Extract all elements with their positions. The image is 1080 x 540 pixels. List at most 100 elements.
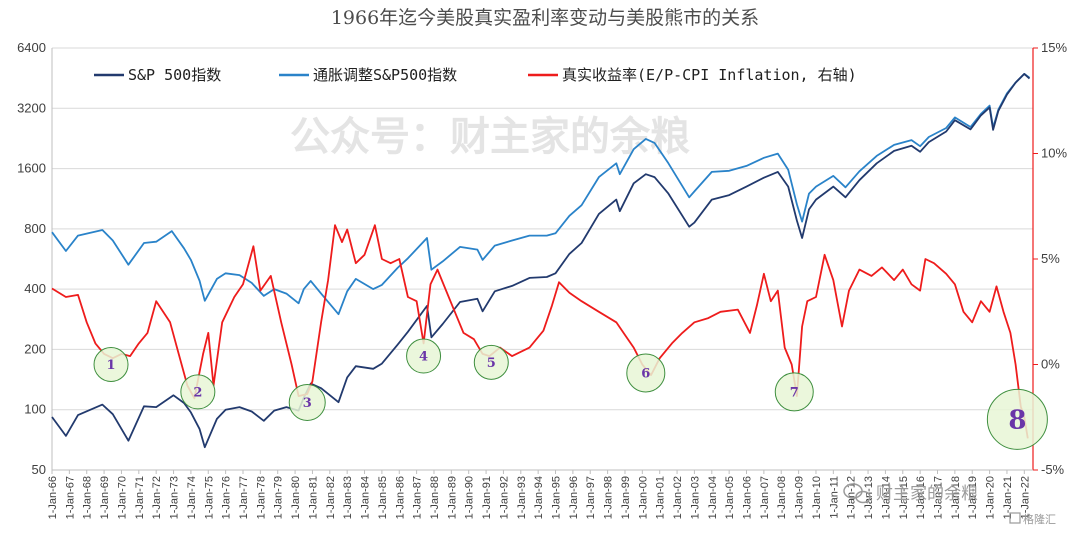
legend-label-real-sp500: 通胀调整S&P500指数 (313, 66, 457, 84)
x-tick-label: 1-Jan-81 (307, 476, 319, 519)
x-tick-label: 1-Jan-98 (603, 476, 615, 519)
marker-label: 6 (641, 366, 650, 381)
left-tick-label: 6400 (17, 40, 46, 55)
x-tick-label: 1-Jan-85 (377, 476, 389, 519)
x-tick-label: 1-Jan-01 (655, 476, 667, 519)
x-tick-label: 1-Jan-11 (828, 476, 840, 519)
marker-circle (93, 347, 129, 382)
series-layer (51, 73, 1031, 449)
wechat-icon (843, 483, 871, 504)
series-line-sp500 (51, 73, 1031, 449)
corner-watermark: 财主家的余粮 格隆汇 (843, 483, 1056, 526)
x-tick-label: 1-Jan-96 (568, 476, 580, 519)
marker-label: 8 (1008, 405, 1026, 435)
legend: S&P 500指数 通胀调整S&P500指数 真实收益率(E/P-CPI Inf… (94, 66, 857, 84)
left-axis: 6400 3200 1600 800 400 200 100 50 (17, 40, 46, 477)
x-tick-label: 1-Jan-79 (273, 476, 285, 519)
marker-circle (626, 353, 666, 393)
x-axis: 1-Jan-66 1-Jan-67 1-Jan-68 1-Jan-69 1-Jan-70… (47, 470, 1031, 519)
corner-watermark-text: 财主家的余粮 (876, 484, 978, 504)
x-tick-label: 1-Jan-10 (811, 476, 823, 519)
legend-label-real-yield: 真实收益率(E/P-CPI Inflation, 右轴) (562, 66, 857, 84)
series-line-real-sp500 (51, 73, 1031, 316)
right-tick-label: 0% (1041, 357, 1060, 372)
x-tick-label: 1-Jan-82 (325, 476, 337, 519)
left-tick-label: 800 (24, 221, 46, 236)
source-watermark-text: 格隆汇 (1023, 512, 1056, 526)
left-tick-label: 50 (32, 462, 46, 477)
left-tick-label: 100 (24, 402, 46, 417)
marker-label: 2 (193, 385, 202, 400)
x-tick-label: 1-Jan-00 (637, 476, 649, 519)
x-tick-label: 1-Jan-74 (186, 476, 198, 519)
x-tick-label: 1-Jan-16 (915, 476, 927, 519)
x-tick-label: 1-Jan-19 (967, 476, 979, 519)
x-tick-label: 1-Jan-77 (238, 476, 250, 519)
marker-circle (774, 372, 814, 412)
x-tick-label: 1-Jan-72 (151, 476, 163, 519)
source-logo-icon (1009, 512, 1021, 524)
x-tick-label: 1-Jan-93 (516, 476, 528, 519)
right-tick-label: 15% (1041, 40, 1067, 55)
x-tick-label: 1-Jan-66 (47, 476, 59, 519)
x-tick-label: 1-Jan-97 (585, 476, 597, 519)
x-tick-label: 1-Jan-22 (1019, 476, 1031, 519)
x-tick-label: 1-Jan-99 (620, 476, 632, 519)
x-tick-label: 1-Jan-75 (203, 476, 215, 519)
marker-circle (288, 383, 326, 421)
x-tick-label: 1-Jan-87 (412, 476, 424, 519)
left-tick-label: 1600 (17, 161, 46, 176)
x-tick-label: 1-Jan-95 (551, 476, 563, 519)
x-tick-label: 1-Jan-71 (134, 476, 146, 519)
marker-label: 4 (419, 350, 428, 365)
x-tick-label: 1-Jan-89 (446, 476, 458, 519)
x-tick-label: 1-Jan-07 (759, 476, 771, 519)
x-tick-label: 1-Jan-73 (169, 476, 181, 519)
x-tick-label: 1-Jan-86 (394, 476, 406, 519)
legend-label-sp500: S&P 500指数 (128, 66, 221, 84)
x-tick-label: 1-Jan-09 (794, 476, 806, 519)
x-tick-label: 1-Jan-04 (707, 476, 719, 519)
x-tick-label: 1-Jan-92 (498, 476, 510, 519)
right-tick-label: -5% (1041, 462, 1065, 477)
watermark-text: 公众号：财主家的余粮 (290, 114, 690, 160)
x-tick-label: 1-Jan-06 (742, 476, 754, 519)
x-tick-label: 1-Jan-78 (255, 476, 267, 519)
x-tick-label: 1-Jan-17 (933, 476, 945, 519)
marker-label: 1 (107, 358, 116, 373)
x-tick-label: 1-Jan-70 (116, 476, 128, 519)
x-tick-label: 1-Jan-90 (464, 476, 476, 519)
left-tick-label: 400 (24, 281, 46, 296)
marker-label: 5 (487, 356, 496, 371)
x-tick-label: 1-Jan-67 (64, 476, 76, 519)
x-tick-label: 1-Jan-02 (672, 476, 684, 519)
x-tick-label: 1-Jan-83 (342, 476, 354, 519)
right-tick-label: 5% (1041, 251, 1060, 266)
x-tick-label: 1-Jan-80 (290, 476, 302, 519)
marker-label: 3 (303, 396, 312, 411)
x-tick-label: 1-Jan-14 (880, 476, 892, 519)
left-tick-label: 3200 (17, 100, 46, 115)
series-line-real-yield (51, 224, 1029, 439)
marker-circle (986, 388, 1048, 450)
x-tick-label: 1-Jan-91 (481, 476, 493, 519)
marker-label: 7 (790, 385, 799, 400)
x-tick-label: 1-Jan-08 (776, 476, 788, 519)
x-tick-label: 1-Jan-69 (99, 476, 111, 519)
x-tick-label: 1-Jan-88 (429, 476, 441, 519)
marker-circle (406, 338, 442, 374)
x-tick-label: 1-Jan-05 (724, 476, 736, 519)
right-axis: 15% 10% 5% 0% -5% (1033, 40, 1067, 477)
marker-circle (473, 344, 509, 380)
left-tick-label: 200 (24, 341, 46, 356)
x-tick-label: 1-Jan-20 (985, 476, 997, 519)
x-tick-label: 1-Jan-84 (360, 476, 372, 519)
x-tick-label: 1-Jan-18 (950, 476, 962, 519)
markers: 1 2 3 4 5 6 7 8 (93, 338, 1048, 450)
x-tick-label: 1-Jan-03 (689, 476, 701, 519)
marker-circle (180, 374, 216, 410)
chart-title: 1966年迄今美股真实盈利率变动与美股熊市的关系 (331, 7, 759, 29)
x-tick-label: 1-Jan-21 (1002, 476, 1014, 519)
